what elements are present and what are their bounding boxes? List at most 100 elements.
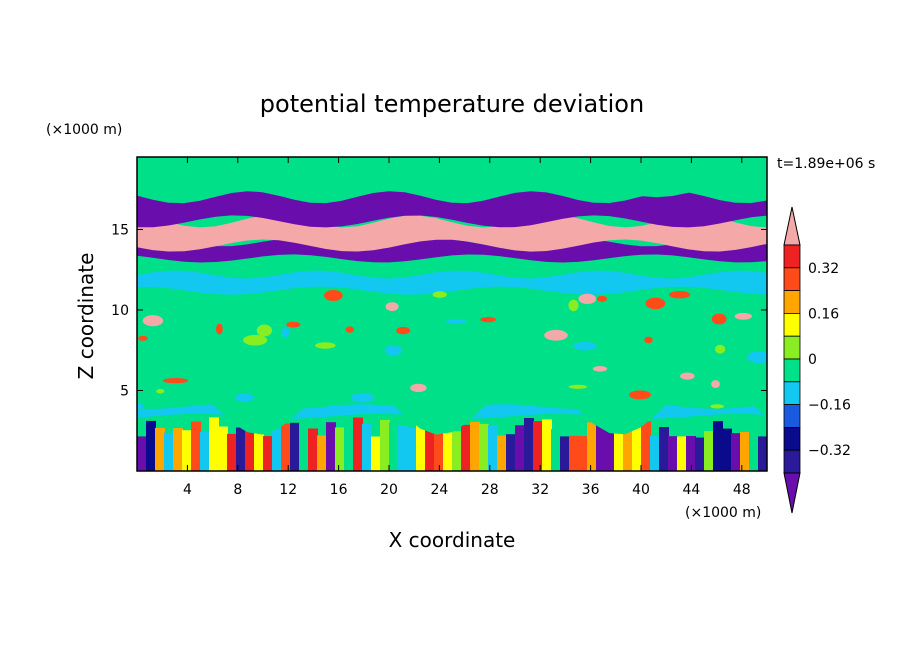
field-feature [162, 378, 189, 384]
field-feature [385, 302, 399, 312]
x-tick-label: 4 [183, 482, 192, 498]
field-cell [533, 421, 543, 471]
field-feature [315, 342, 336, 349]
field-cell [191, 421, 201, 471]
field-cell [434, 430, 444, 471]
chart-title: potential temperature deviation [260, 90, 644, 118]
field-feature [234, 393, 254, 402]
field-band [137, 215, 767, 252]
field-feature [324, 290, 343, 301]
field-feature [573, 341, 597, 351]
field-feature [578, 293, 597, 304]
field-feature [734, 312, 752, 320]
field-feature [568, 384, 588, 389]
colorbar-segment [783, 426, 801, 451]
field-cell [470, 421, 480, 471]
field-cell [461, 424, 471, 471]
field-cell [344, 420, 354, 471]
x-tick-label: 8 [233, 482, 242, 498]
field-feature [243, 334, 268, 346]
time-label: t=1.89e+06 s [777, 156, 875, 172]
field-cell [164, 432, 174, 471]
colorbar-segment [783, 312, 801, 337]
field-feature [156, 389, 165, 394]
colorbar-tick-label: 0.32 [808, 261, 839, 277]
field-band [137, 157, 767, 198]
field-feature [350, 392, 375, 403]
field-feature [396, 326, 411, 335]
field-cell [146, 420, 156, 471]
field-cell [263, 436, 273, 471]
x-axis-label: X coordinate [389, 528, 516, 552]
field-cell [380, 419, 390, 471]
field-cell [686, 436, 696, 471]
x-tick-label: 32 [531, 482, 549, 498]
field-cell [722, 428, 732, 471]
y-tick-label: 5 [120, 383, 129, 399]
field-cell [182, 430, 192, 471]
field-cell [650, 435, 660, 471]
field-cell [443, 427, 453, 471]
field-cell [479, 423, 489, 471]
field-cell [425, 426, 435, 471]
field-cell [506, 434, 516, 471]
field-cell [641, 421, 651, 471]
field-feature [645, 297, 666, 310]
field-feature [345, 326, 355, 333]
colorbar-segment [783, 244, 801, 269]
field-cell [299, 422, 309, 471]
field-feature [142, 315, 164, 327]
field-cell [155, 427, 165, 471]
colorbar-segment [783, 267, 801, 291]
field-cell [569, 435, 579, 471]
field-cell [245, 431, 255, 471]
colorbar-min-triangle [783, 472, 801, 514]
field-cell [209, 417, 219, 471]
field-cell [623, 427, 633, 471]
field-cell [632, 421, 642, 471]
field-feature [286, 321, 301, 328]
colorbar-segment [783, 449, 801, 474]
field-band [137, 270, 767, 295]
field-feature [480, 316, 496, 323]
field-feature [669, 291, 691, 299]
colorbar-segment [783, 290, 801, 314]
y-axis: 5 10 15 [111, 222, 767, 399]
field-cell [290, 422, 300, 471]
field-feature [710, 404, 725, 409]
field-cell [488, 424, 498, 471]
field-cell [236, 427, 246, 471]
field-cell [542, 419, 552, 471]
x-tick-label: 16 [330, 482, 348, 498]
field-cell [587, 422, 597, 471]
field-feature [680, 372, 695, 380]
field-band [137, 265, 767, 435]
field-cell [524, 418, 534, 471]
field-cell [740, 431, 750, 471]
field-feature [445, 319, 467, 324]
field-cell [254, 428, 264, 471]
x-tick-label: 12 [279, 482, 297, 498]
x-tick-label: 36 [582, 482, 600, 498]
x-axis: 4 8 12 16 20 24 28 32 36 40 44 48 [183, 157, 751, 498]
field-feature [711, 313, 727, 325]
plot-area [137, 157, 767, 471]
x-unit-label: (×1000 m) [685, 505, 761, 521]
field-feature [592, 366, 608, 372]
x-tick-label: 48 [733, 482, 751, 498]
y-tick-label: 15 [111, 222, 129, 238]
field-cell [731, 433, 741, 471]
y-unit-label: (×1000 m) [46, 122, 122, 138]
colorbar: 0.32 0.16 0 −0.16 −0.32 [783, 206, 851, 514]
plot-frame [136, 156, 768, 472]
field-cell [749, 417, 759, 471]
field-cell [200, 431, 210, 471]
field-cell [758, 436, 767, 471]
field-feature [137, 403, 144, 409]
field-cell [227, 433, 237, 471]
field-cell [452, 431, 462, 471]
x-tick-label: 44 [682, 482, 700, 498]
colorbar-tick-label: 0 [808, 352, 817, 368]
field-cell [407, 427, 417, 471]
field-cell [218, 426, 228, 471]
